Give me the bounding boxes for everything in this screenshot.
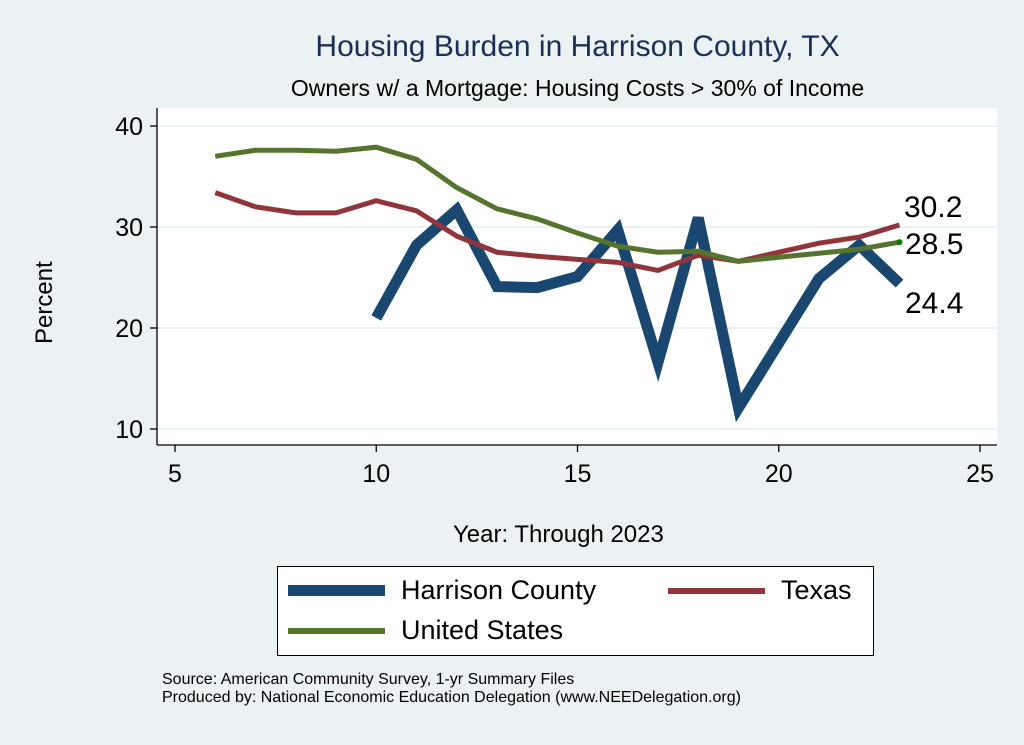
legend-swatch xyxy=(288,585,385,596)
end-value-label: 30.2 xyxy=(904,191,962,224)
legend-swatch xyxy=(668,587,765,594)
x-tick-label: 25 xyxy=(966,460,994,488)
x-tick-label: 15 xyxy=(564,460,592,488)
y-tick-label: 40 xyxy=(115,113,143,141)
x-tick-label: 5 xyxy=(168,460,182,488)
legend-label: United States xyxy=(401,615,564,645)
end-value-label: 24.4 xyxy=(905,287,963,320)
legend-label: Texas xyxy=(781,575,852,605)
legend-label: Harrison County xyxy=(401,575,597,605)
x-tick-label: 10 xyxy=(362,460,390,488)
source-note: Source: American Community Survey, 1-yr … xyxy=(162,671,575,688)
end-value-label: 28.5 xyxy=(905,228,963,261)
x-tick-label: 20 xyxy=(765,460,793,488)
y-tick-label: 30 xyxy=(115,214,143,242)
y-tick-label: 10 xyxy=(115,416,143,444)
produced-note: Produced by: National Economic Education… xyxy=(162,689,741,706)
chart-title: Housing Burden in Harrison County, TX xyxy=(315,30,840,63)
legend-item-harrison: Harrison County xyxy=(288,575,596,606)
y-axis-label: Percent xyxy=(31,261,58,344)
chart-subtitle: Owners w/ a Mortgage: Housing Costs > 30… xyxy=(290,75,865,101)
legend-item-us: United States xyxy=(288,615,563,646)
x-axis-label: Year: Through 2023 xyxy=(453,521,664,548)
series-line-united-states xyxy=(214,144,900,264)
legend-item-texas: Texas xyxy=(668,575,852,606)
y-tick-label: 20 xyxy=(115,315,143,343)
legend-swatch xyxy=(288,627,385,634)
end-marker xyxy=(896,239,903,246)
legend: Harrison County Texas United States xyxy=(277,566,874,656)
series-line-harrison-county xyxy=(371,201,904,423)
series-line-texas xyxy=(214,190,901,274)
